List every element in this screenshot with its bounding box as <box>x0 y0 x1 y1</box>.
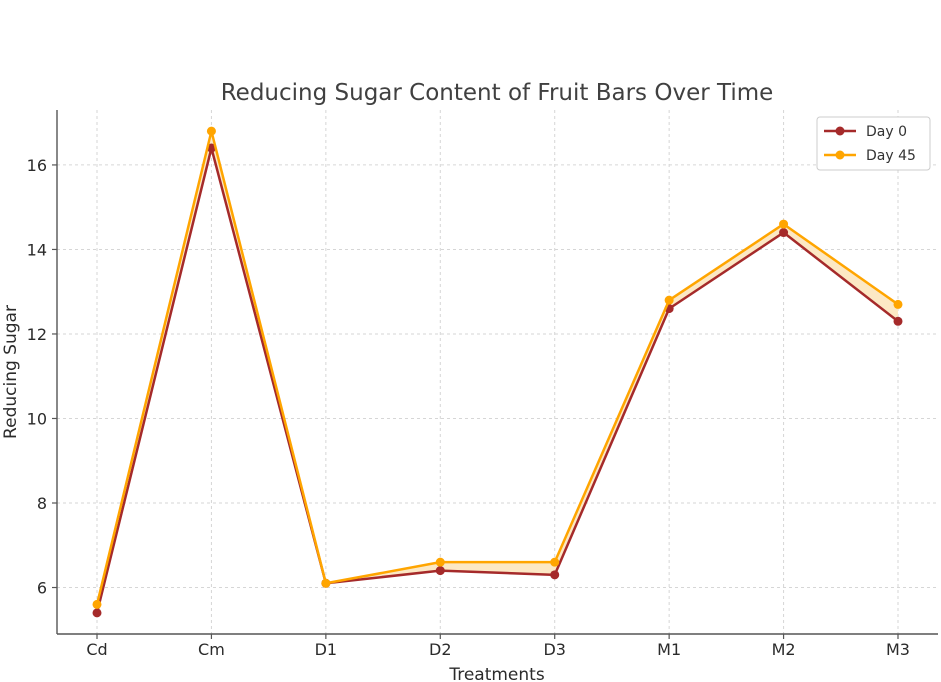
x-tick-label-d1: D1 <box>315 640 338 659</box>
data-point-day0-d3 <box>550 570 560 580</box>
data-point-day0-m3 <box>893 316 903 326</box>
x-tick-label-m2: M2 <box>772 640 796 659</box>
y-tick-label: 6 <box>37 579 47 598</box>
x-tick-label-m3: M3 <box>886 640 910 659</box>
chart-title: Reducing Sugar Content of Fruit Bars Ove… <box>221 80 774 106</box>
y-tick-label: 12 <box>27 325 47 344</box>
x-tick-label-cd: Cd <box>86 640 107 659</box>
y-tick-label: 8 <box>37 494 47 513</box>
legend-label-day0: Day 0 <box>866 124 907 140</box>
legend: Day 0 Day 45 <box>816 116 931 171</box>
series-layer <box>92 126 903 618</box>
data-point-day45-m2 <box>779 219 789 229</box>
data-point-day0-m2 <box>779 228 789 238</box>
data-point-day45-d1 <box>321 578 331 588</box>
axes <box>56 110 938 635</box>
data-point-day45-cm <box>206 126 216 136</box>
x-tick-label-d2: D2 <box>429 640 452 659</box>
y-tick-label: 14 <box>27 240 47 259</box>
data-point-day0-cd <box>92 608 102 618</box>
legend-marker-day45 <box>835 150 845 160</box>
series-day45 <box>92 126 903 609</box>
series-line-day0 <box>95 146 899 614</box>
data-point-day0-cm <box>206 143 216 153</box>
legend-label-day45: Day 45 <box>866 148 916 164</box>
x-ticks: Cd Cm D1 D2 D3 M1 M2 M3 <box>86 634 910 659</box>
data-point-day45-d2 <box>435 557 445 567</box>
legend-marker-day0 <box>835 126 845 136</box>
x-tick-label-m1: M1 <box>657 640 681 659</box>
x-axis-label: Treatments <box>448 665 545 682</box>
data-point-day45-m3 <box>893 299 903 309</box>
y-tick-label: 10 <box>27 409 47 428</box>
y-ticks: 6 8 10 12 14 16 <box>27 156 57 598</box>
y-axis-label: Reducing Sugar <box>1 305 21 439</box>
data-point-day0-d2 <box>435 566 445 576</box>
legend-entry-day0: Day 0 <box>824 124 907 140</box>
x-tick-label-d3: D3 <box>543 640 566 659</box>
data-point-day45-m1 <box>664 295 674 305</box>
grid-lines <box>57 110 938 634</box>
legend-entry-day45: Day 45 <box>824 148 916 164</box>
series-line-day45 <box>95 129 899 605</box>
x-tick-label-cm: Cm <box>198 640 225 659</box>
data-point-day45-cd <box>92 599 102 609</box>
y-tick-label: 16 <box>27 156 47 175</box>
data-point-day45-d3 <box>550 557 560 567</box>
